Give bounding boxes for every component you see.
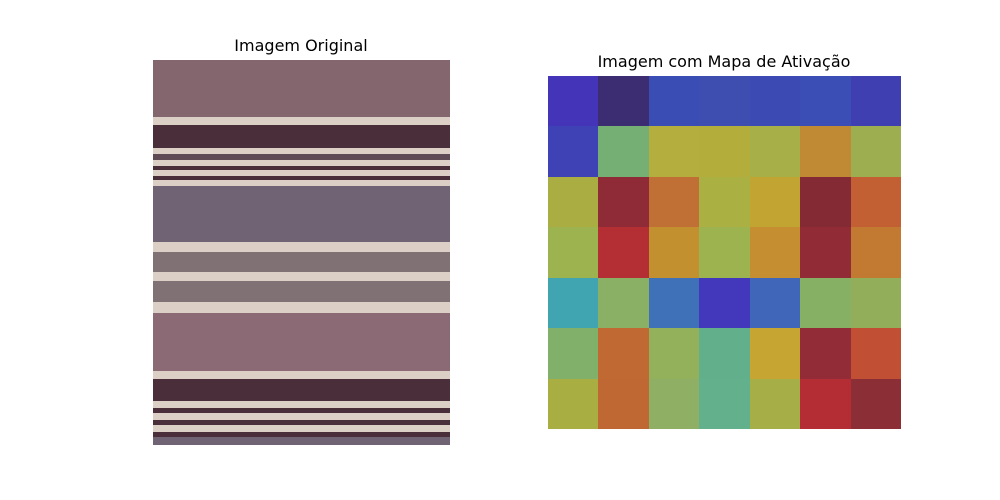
activation-cell — [749, 378, 801, 429]
stripe — [153, 180, 450, 186]
stripe — [153, 252, 450, 272]
stripe — [153, 60, 450, 117]
stripe — [153, 401, 450, 408]
activation-cell — [548, 227, 599, 278]
activation-cell — [850, 227, 901, 278]
activation-cell — [749, 176, 801, 228]
activation-cell — [598, 76, 649, 127]
stripe — [153, 170, 450, 176]
activation-cell — [648, 126, 700, 177]
activation-cell — [548, 76, 599, 127]
activation-cell — [699, 378, 750, 429]
activation-cell — [800, 76, 851, 127]
original-image — [153, 60, 450, 445]
stripe — [153, 313, 450, 371]
activation-cell — [598, 126, 649, 177]
stripe — [153, 242, 450, 252]
stripe — [153, 379, 450, 401]
activation-cell — [800, 277, 851, 329]
stripe — [153, 408, 450, 413]
stripe — [153, 302, 450, 313]
activation-cell — [648, 176, 700, 228]
stripe — [153, 432, 450, 437]
stripe — [153, 148, 450, 154]
activation-cell — [850, 76, 901, 127]
activation-cell — [699, 176, 750, 228]
activation-cell — [699, 328, 750, 379]
activation-cell — [548, 277, 599, 329]
activation-cell — [800, 328, 851, 379]
activation-cell — [699, 227, 750, 278]
stripe — [153, 117, 450, 125]
activation-cell — [749, 227, 801, 278]
stripe — [153, 154, 450, 160]
stripe — [153, 281, 450, 302]
activation-cell — [648, 227, 700, 278]
activation-cell — [699, 277, 750, 329]
stripe — [153, 186, 450, 242]
activation-cell — [800, 227, 851, 278]
activation-cell — [800, 378, 851, 429]
stripe — [153, 125, 450, 148]
activation-cell — [850, 126, 901, 177]
stripe — [153, 160, 450, 166]
activation-cell — [548, 328, 599, 379]
activation-cell — [648, 378, 700, 429]
stripe — [153, 437, 450, 445]
stripe — [153, 371, 450, 379]
stripe — [153, 420, 450, 425]
activation-cell — [598, 328, 649, 379]
left-panel-title: Imagem Original — [234, 36, 368, 55]
activation-cell — [648, 328, 700, 379]
activation-cell — [548, 378, 599, 429]
activation-cell — [850, 328, 901, 379]
activation-cell — [648, 277, 700, 329]
stripe — [153, 166, 450, 170]
activation-cell — [850, 277, 901, 329]
activation-cell — [699, 126, 750, 177]
activation-cell — [749, 126, 801, 177]
activation-cell — [800, 176, 851, 228]
stripe — [153, 413, 450, 420]
activation-cell — [699, 76, 750, 127]
activation-cell — [648, 76, 700, 127]
activation-cell — [598, 227, 649, 278]
activation-cell — [548, 126, 599, 177]
activation-cell — [850, 378, 901, 429]
activation-cell — [598, 277, 649, 329]
activation-cell — [749, 277, 801, 329]
stripe — [153, 272, 450, 281]
activation-cell — [800, 126, 851, 177]
activation-cell — [850, 176, 901, 228]
activation-cell — [598, 378, 649, 429]
stripe — [153, 425, 450, 432]
activation-map — [548, 76, 901, 429]
activation-cell — [548, 176, 599, 228]
stripe — [153, 176, 450, 180]
activation-cell — [598, 176, 649, 228]
activation-cell — [749, 328, 801, 379]
right-panel-title: Imagem com Mapa de Ativação — [597, 52, 851, 71]
activation-cell — [749, 76, 801, 127]
